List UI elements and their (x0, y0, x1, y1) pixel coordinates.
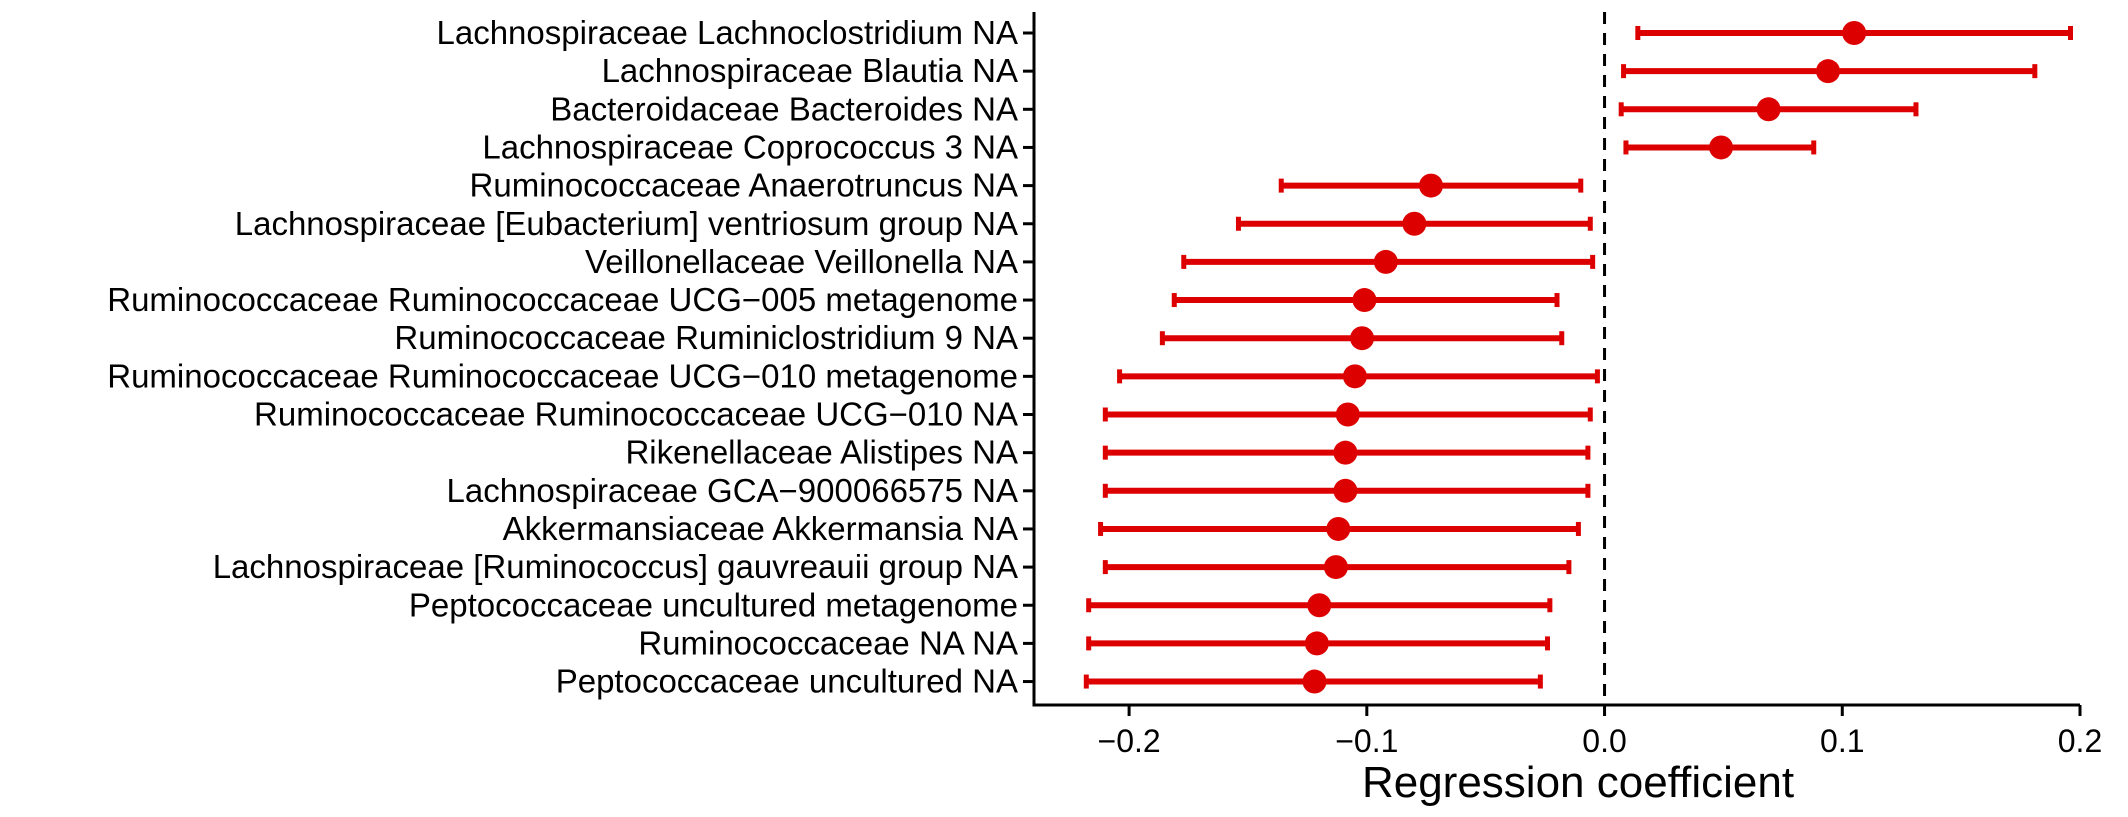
row-label: Lachnospiraceae Lachnoclostridium NA (437, 14, 1019, 51)
row-label: Rikenellaceae Alistipes NA (625, 434, 1018, 471)
axes-layer: −0.2 −0.1 0.0 0.1 0.2 (1023, 12, 2102, 759)
point-estimate (1323, 555, 1348, 580)
row-label: Ruminococcaceae NA NA (638, 624, 1018, 661)
x-tick-label: −0.1 (1335, 723, 1398, 759)
row-labels-layer: Lachnospiraceae Lachnoclostridium NALach… (107, 14, 1018, 700)
row-label: Akkermansiaceae Akkermansia NA (503, 510, 1018, 547)
row-label: Ruminococcaceae Ruminococcaceae UCG−010 … (107, 357, 1018, 394)
point-estimate (1352, 288, 1377, 313)
row-label: Peptococcaceae uncultured metagenome (409, 586, 1018, 623)
row-label: Bacteroidaceae Bacteroides NA (550, 90, 1018, 127)
row-label: Ruminococcaceae Ruminococcaceae UCG−010 … (254, 396, 1018, 433)
point-estimate (1302, 669, 1327, 694)
point-estimate (1335, 402, 1360, 427)
row-label: Ruminococcaceae Ruminiclostridium 9 NA (394, 319, 1018, 356)
row-label: Ruminococcaceae Ruminococcaceae UCG−005 … (107, 281, 1018, 318)
point-estimate (1333, 478, 1358, 503)
point-estimate (1326, 516, 1351, 541)
point-estimate (1304, 631, 1329, 656)
point-estimate (1816, 59, 1841, 84)
row-label: Peptococcaceae uncultured NA (556, 663, 1018, 700)
x-tick-label: 0.1 (1820, 723, 1864, 759)
point-estimate (1402, 211, 1427, 236)
x-tick-label: 0.2 (2058, 723, 2102, 759)
marks-layer (1083, 21, 2073, 694)
point-estimate (1307, 593, 1332, 618)
row-label: Lachnospiraceae [Eubacterium] ventriosum… (235, 205, 1018, 242)
row-label: Lachnospiraceae Coprococcus 3 NA (482, 128, 1018, 165)
row-label: Veillonellaceae Veillonella NA (585, 243, 1018, 280)
point-estimate (1419, 173, 1444, 198)
point-estimate (1842, 21, 1867, 45)
point-estimate (1756, 97, 1781, 122)
point-estimate (1709, 135, 1734, 160)
x-tick-label: 0.0 (1582, 723, 1626, 759)
row-label: Ruminococcaceae Anaerotruncus NA (470, 167, 1018, 204)
row-label: Lachnospiraceae Blautia NA (602, 52, 1018, 89)
x-axis-title: Regression coefficient (1362, 758, 1794, 807)
x-tick-label: −0.2 (1098, 723, 1161, 759)
point-estimate (1350, 326, 1375, 351)
point-estimate (1342, 364, 1367, 389)
point-estimate (1373, 249, 1398, 274)
row-label: Lachnospiraceae GCA−900066575 NA (447, 472, 1019, 509)
row-label: Lachnospiraceae [Ruminococcus] gauvreaui… (213, 548, 1018, 585)
point-estimate (1333, 440, 1358, 465)
